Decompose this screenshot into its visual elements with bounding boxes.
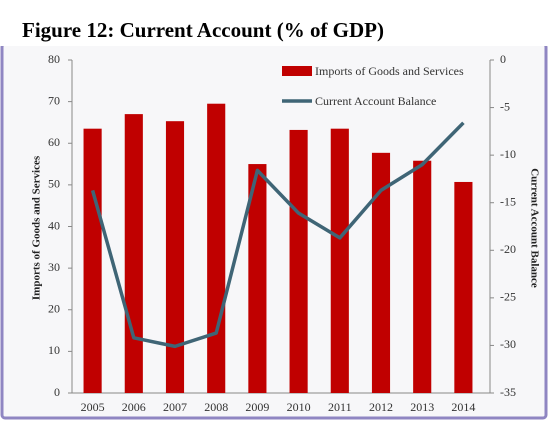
y-tick-label: 20 bbox=[48, 302, 60, 316]
y-tick-label: 70 bbox=[48, 93, 60, 107]
legend-label: Current Account Balance bbox=[315, 94, 437, 108]
y2-tick-label: -15 bbox=[500, 194, 516, 208]
y2-tick-label: -20 bbox=[500, 242, 516, 256]
x-tick-label: 2010 bbox=[287, 400, 311, 414]
y2-axis-label: Current Account Balance bbox=[528, 168, 540, 288]
x-tick-label: 2006 bbox=[122, 400, 146, 414]
y2-tick-label: -5 bbox=[500, 99, 510, 113]
bar bbox=[207, 103, 226, 394]
y2-tick-label: -35 bbox=[500, 385, 516, 399]
line bbox=[90, 121, 465, 349]
y-tick-label: 0 bbox=[54, 385, 60, 399]
x-tick-label: 2009 bbox=[245, 400, 269, 414]
y-tick-label: 30 bbox=[48, 260, 60, 274]
y-tick-label: 40 bbox=[48, 218, 60, 232]
x-tick-label: 2005 bbox=[81, 400, 105, 414]
legend-swatch bbox=[282, 66, 312, 76]
x-tick-label: 2013 bbox=[410, 400, 434, 414]
bar bbox=[371, 152, 391, 393]
y2-tick-label: -25 bbox=[500, 290, 516, 304]
bar bbox=[248, 164, 267, 393]
bar bbox=[124, 114, 143, 394]
x-tick-label: 2011 bbox=[328, 400, 352, 414]
y-tick-label: 80 bbox=[48, 52, 60, 66]
y-tick-label: 10 bbox=[48, 343, 60, 357]
y2-tick-label: -30 bbox=[500, 337, 516, 351]
bar bbox=[413, 160, 432, 393]
bar bbox=[289, 129, 308, 393]
x-tick-label: 2014 bbox=[451, 400, 475, 414]
bar bbox=[165, 121, 185, 393]
legend-label: Imports of Goods and Services bbox=[315, 64, 464, 78]
bar bbox=[454, 181, 473, 393]
x-tick-label: 2012 bbox=[369, 400, 393, 414]
chart-title: Figure 12: Current Account (% of GDP) bbox=[22, 18, 384, 42]
x-tick-label: 2007 bbox=[163, 400, 187, 414]
y2-tick-label: 0 bbox=[500, 52, 506, 66]
y-tick-label: 60 bbox=[48, 135, 60, 149]
y-axis-label: Imports of Goods and Services bbox=[31, 155, 43, 300]
y2-tick-label: -10 bbox=[500, 147, 516, 161]
bar bbox=[83, 128, 102, 393]
bar bbox=[330, 128, 349, 393]
y-tick-label: 50 bbox=[48, 177, 60, 191]
x-tick-label: 2008 bbox=[204, 400, 228, 414]
title-box bbox=[0, 0, 548, 46]
